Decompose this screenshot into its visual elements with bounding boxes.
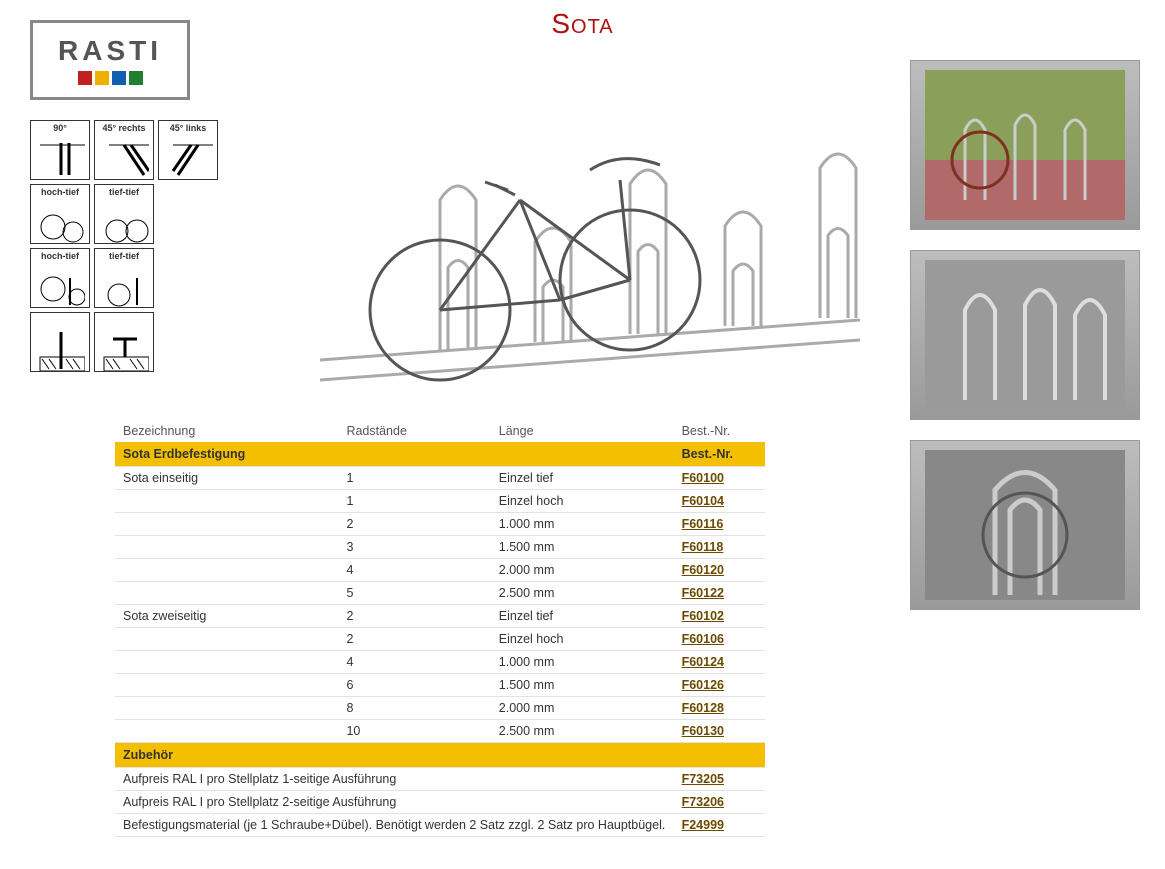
config-icon: 45° rechts — [94, 120, 154, 180]
brand-name: RASTI — [58, 35, 162, 67]
table-row: 41.000 mmF60124 — [115, 651, 765, 674]
cell-laenge: 2.000 mm — [491, 559, 674, 582]
cell-radstaende: 5 — [338, 582, 490, 605]
cell-bezeichnung: Sota einseitig — [115, 467, 338, 490]
config-icon — [94, 312, 154, 372]
cell-bezeichnung — [115, 674, 338, 697]
config-icon: hoch-tief — [30, 248, 90, 308]
col-bestnr: Best.-Nr. — [674, 420, 765, 442]
table-row: Befestigungsmaterial (je 1 Schraube+Dübe… — [115, 814, 765, 837]
cell-ordernr[interactable]: F60116 — [674, 513, 765, 536]
table-row: 2Einzel hochF60106 — [115, 628, 765, 651]
cell-bezeichnung — [115, 720, 338, 743]
cell-radstaende: 10 — [338, 720, 490, 743]
cell-ordernr[interactable]: F60104 — [674, 490, 765, 513]
cell-ordernr[interactable]: F60102 — [674, 605, 765, 628]
cell-radstaende: 1 — [338, 490, 490, 513]
cell-bezeichnung — [115, 697, 338, 720]
config-icon — [30, 312, 90, 372]
cell-laenge: 2.500 mm — [491, 720, 674, 743]
cell-laenge: 1.000 mm — [491, 651, 674, 674]
cell-ordernr[interactable]: F60100 — [674, 467, 765, 490]
config-icon: 90° — [30, 120, 90, 180]
config-icon-grid: 90°45° rechts45° links hoch-tieftief-tief… — [30, 120, 218, 372]
cell-radstaende: 1 — [338, 467, 490, 490]
table-row: 52.500 mmF60122 — [115, 582, 765, 605]
brand-squares — [78, 71, 143, 85]
cell-ordernr[interactable]: F60126 — [674, 674, 765, 697]
section-header: Sota ErdbefestigungBest.-Nr. — [115, 442, 765, 467]
cell-bezeichnung — [115, 559, 338, 582]
cell-bezeichnung — [115, 651, 338, 674]
table-row: Sota zweiseitig2Einzel tiefF60102 — [115, 605, 765, 628]
config-icon: tief-tief — [94, 248, 154, 308]
cell-bezeichnung — [115, 513, 338, 536]
cell-radstaende: 8 — [338, 697, 490, 720]
cell-laenge: 1.000 mm — [491, 513, 674, 536]
cell-bezeichnung — [115, 536, 338, 559]
cell-ordernr[interactable]: F60118 — [674, 536, 765, 559]
cell-radstaende: 4 — [338, 651, 490, 674]
table-row: Sota einseitig1Einzel tiefF60100 — [115, 467, 765, 490]
table-row: Aufpreis RAL I pro Stellplatz 2-seitige … — [115, 791, 765, 814]
cell-bezeichnung — [115, 490, 338, 513]
thumbnail-2 — [910, 250, 1140, 420]
cell-laenge: 1.500 mm — [491, 674, 674, 697]
cell-bezeichnung: Sota zweiseitig — [115, 605, 338, 628]
cell-laenge: Einzel hoch — [491, 490, 674, 513]
col-radstaende: Radstände — [338, 420, 490, 442]
cell-bezeichnung — [115, 582, 338, 605]
table-header-row: Bezeichnung Radstände Länge Best.-Nr. — [115, 420, 765, 442]
brand-logo: RASTI — [30, 20, 190, 100]
cell-radstaende: 2 — [338, 513, 490, 536]
section-header: Zubehör — [115, 743, 765, 768]
cell-radstaende: 4 — [338, 559, 490, 582]
table-row: 61.500 mmF60126 — [115, 674, 765, 697]
cell-bezeichnung — [115, 628, 338, 651]
cell-laenge: 2.000 mm — [491, 697, 674, 720]
cell-laenge: Einzel tief — [491, 467, 674, 490]
cell-ordernr[interactable]: F73205 — [674, 768, 765, 791]
cell-ordernr[interactable]: F60124 — [674, 651, 765, 674]
cell-laenge: 1.500 mm — [491, 536, 674, 559]
product-table: Bezeichnung Radstände Länge Best.-Nr. So… — [115, 420, 765, 837]
config-icon: tief-tief — [94, 184, 154, 244]
cell-ordernr[interactable]: F60106 — [674, 628, 765, 651]
table-row: 21.000 mmF60116 — [115, 513, 765, 536]
cell-radstaende: 2 — [338, 628, 490, 651]
cell-radstaende: 3 — [338, 536, 490, 559]
col-laenge: Länge — [491, 420, 674, 442]
hero-image — [260, 30, 880, 410]
table-row: 42.000 mmF60120 — [115, 559, 765, 582]
cell-ordernr[interactable]: F24999 — [674, 814, 765, 837]
cell-accessory: Befestigungsmaterial (je 1 Schraube+Dübe… — [115, 814, 674, 837]
thumbnail-1 — [910, 60, 1140, 230]
cell-laenge: 2.500 mm — [491, 582, 674, 605]
table-row: Aufpreis RAL I pro Stellplatz 1-seitige … — [115, 768, 765, 791]
cell-ordernr[interactable]: F60122 — [674, 582, 765, 605]
config-icon: hoch-tief — [30, 184, 90, 244]
cell-accessory: Aufpreis RAL I pro Stellplatz 1-seitige … — [115, 768, 674, 791]
cell-laenge: Einzel hoch — [491, 628, 674, 651]
table-row: 31.500 mmF60118 — [115, 536, 765, 559]
cell-laenge: Einzel tief — [491, 605, 674, 628]
cell-radstaende: 6 — [338, 674, 490, 697]
table-row: 82.000 mmF60128 — [115, 697, 765, 720]
cell-radstaende: 2 — [338, 605, 490, 628]
thumbnail-column — [910, 60, 1140, 610]
cell-ordernr[interactable]: F60130 — [674, 720, 765, 743]
cell-ordernr[interactable]: F60128 — [674, 697, 765, 720]
table-row: 102.500 mmF60130 — [115, 720, 765, 743]
config-icon: 45° links — [158, 120, 218, 180]
thumbnail-3 — [910, 440, 1140, 610]
cell-ordernr[interactable]: F73206 — [674, 791, 765, 814]
cell-ordernr[interactable]: F60120 — [674, 559, 765, 582]
col-bezeichnung: Bezeichnung — [115, 420, 338, 442]
cell-accessory: Aufpreis RAL I pro Stellplatz 2-seitige … — [115, 791, 674, 814]
table-row: 1Einzel hochF60104 — [115, 490, 765, 513]
